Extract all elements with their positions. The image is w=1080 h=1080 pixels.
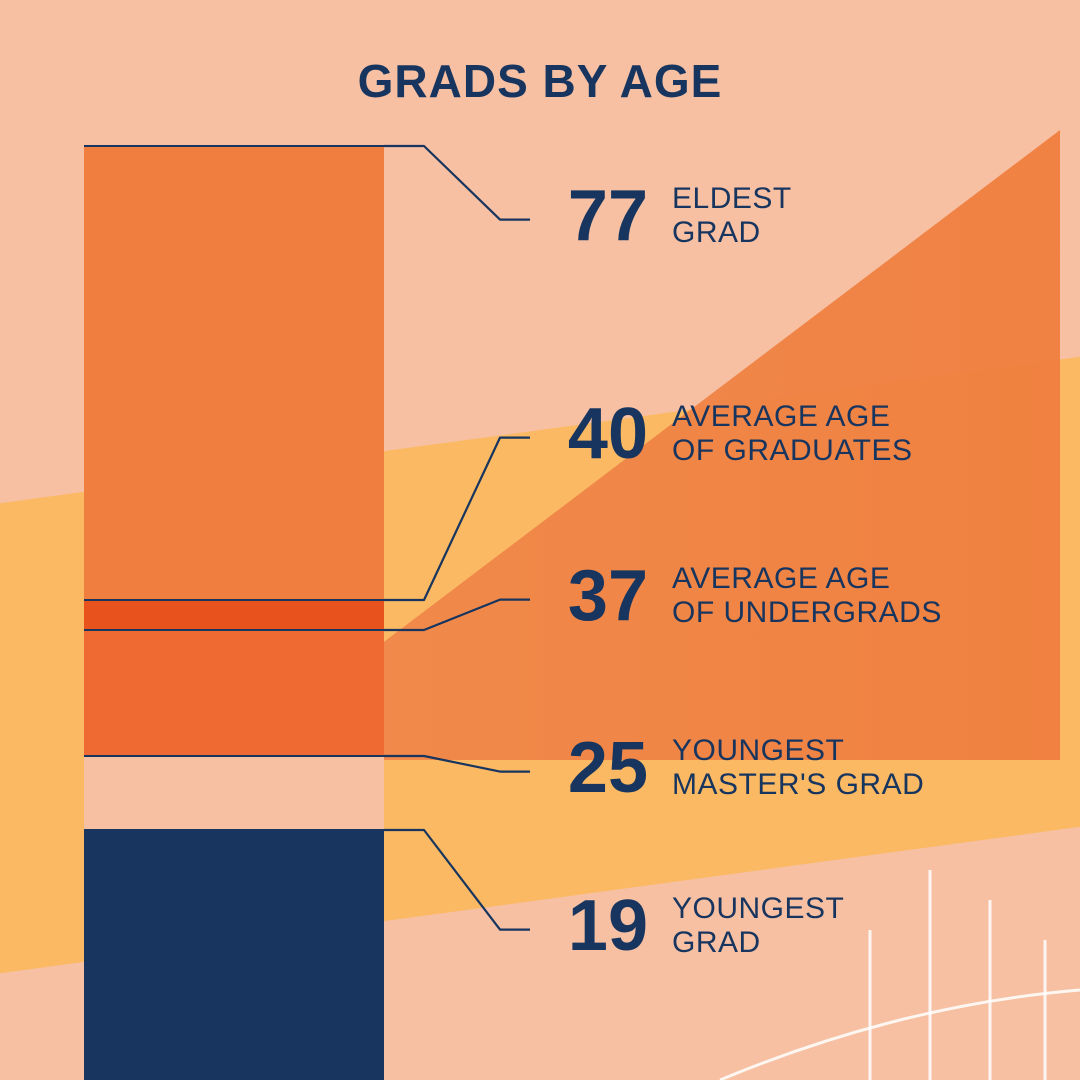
infographic-canvas: GRADS BY AGE 77ELDESTGRAD40AVERAGE AGEOF… — [0, 0, 1080, 1080]
decor-white-lines — [0, 0, 1080, 1080]
